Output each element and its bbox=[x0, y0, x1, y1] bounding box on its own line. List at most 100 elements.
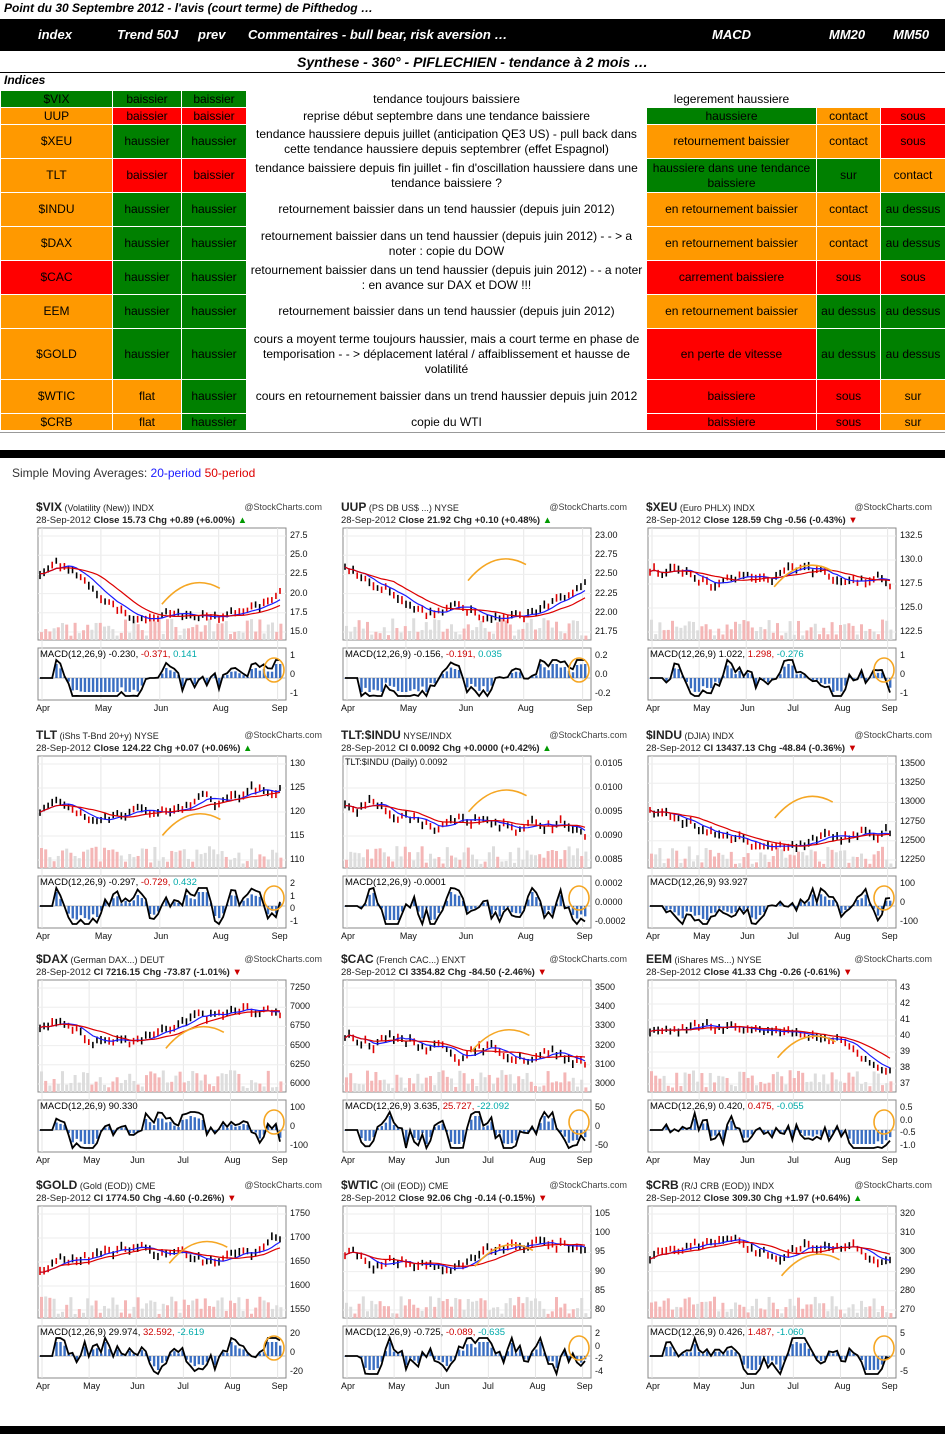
macd-label: MACD(12,26,9) 29.974, 32.592, -2.619 bbox=[40, 1327, 204, 1338]
macd-histogram-bar bbox=[364, 904, 367, 906]
macd-histogram-bar bbox=[884, 900, 888, 906]
volume-bar bbox=[408, 630, 411, 640]
macd-histogram-bar bbox=[63, 1124, 66, 1130]
volume-bar bbox=[103, 1305, 106, 1318]
macd-histogram-bar bbox=[83, 1346, 87, 1356]
cell-index: $DAX bbox=[0, 226, 113, 261]
macd-histogram-bar bbox=[470, 1343, 473, 1356]
volume-bar bbox=[822, 1303, 826, 1318]
macd-histogram-bar bbox=[279, 664, 282, 678]
volume-bar bbox=[704, 1087, 708, 1092]
sma-prefix: Simple Moving Averages: bbox=[12, 466, 148, 480]
macd-histogram-bar bbox=[531, 1352, 534, 1356]
macd-histogram-bar bbox=[665, 1126, 668, 1130]
macd-line bbox=[40, 658, 280, 697]
macd-value: -0.191, bbox=[445, 649, 479, 660]
x-tick-label: Jun bbox=[130, 1381, 145, 1391]
macd-histogram-bar bbox=[108, 1349, 111, 1356]
volume-bar bbox=[542, 618, 546, 640]
volume-bar bbox=[374, 1304, 378, 1318]
macd-histogram-bar bbox=[445, 671, 449, 678]
symbol-label: $WTIC bbox=[341, 1178, 379, 1192]
macd-histogram-bar bbox=[156, 1118, 160, 1130]
volume-bar bbox=[687, 621, 691, 640]
macd-histogram-bar bbox=[762, 1130, 766, 1133]
x-tick-label: Apr bbox=[36, 703, 51, 713]
x-tick-label: May bbox=[693, 931, 711, 941]
macd-histogram-bar bbox=[746, 673, 750, 678]
volume-bar bbox=[229, 634, 232, 640]
y-tick-label: 110 bbox=[290, 854, 305, 864]
volume-bar bbox=[487, 1074, 491, 1092]
quote-date: 28-Sep-2012 bbox=[646, 743, 704, 754]
volume-bar bbox=[822, 1074, 826, 1092]
indices-label: Indices bbox=[4, 73, 46, 87]
macd-histogram-bar bbox=[376, 1356, 379, 1369]
cell-index: $INDU bbox=[0, 192, 113, 227]
volume-bar bbox=[708, 1301, 712, 1318]
quote-date: 28-Sep-2012 bbox=[646, 1193, 704, 1204]
volume-bar bbox=[555, 1081, 558, 1092]
volume-bar bbox=[52, 1078, 56, 1092]
cell-comment: cours en retournement baissier dans un t… bbox=[246, 379, 647, 414]
cell-comment: tendance baissiere depuis fin juillet - … bbox=[246, 158, 647, 193]
volume-bar bbox=[107, 1308, 111, 1318]
macd-value: -0.725, bbox=[413, 1327, 446, 1338]
macd-histogram-bar bbox=[527, 1130, 530, 1133]
y-tick-label: 3400 bbox=[595, 1001, 616, 1012]
macd-histogram-bar bbox=[685, 1352, 689, 1356]
symbol-desc: (iShares MS...) NYSE bbox=[672, 955, 762, 965]
volume-bar bbox=[864, 858, 868, 868]
macd-histogram-bar bbox=[827, 678, 831, 684]
macd-histogram-bar bbox=[852, 678, 855, 680]
volume-bar bbox=[847, 862, 851, 868]
macd-histogram-bar bbox=[222, 1124, 225, 1130]
volume-bar bbox=[508, 1074, 512, 1092]
x-tick-label: Aug bbox=[212, 703, 229, 713]
volume-bar bbox=[487, 631, 491, 640]
macd-histogram-bar bbox=[213, 1130, 217, 1133]
volume-bar bbox=[86, 849, 90, 868]
macd-histogram-bar bbox=[872, 1130, 876, 1144]
macd-histogram-bar bbox=[494, 1130, 497, 1136]
volume-bar bbox=[650, 853, 653, 868]
macd-histogram-bar bbox=[453, 669, 457, 678]
macd-histogram-bar bbox=[384, 1351, 388, 1356]
ma50-line bbox=[649, 1241, 891, 1260]
stockcharts-credit: @StockCharts.com bbox=[854, 730, 932, 740]
macd-tick-label: 0 bbox=[290, 903, 296, 914]
cell-macd: haussiere dans une tendance baissiere bbox=[646, 158, 817, 193]
stockcharts-credit: @StockCharts.com bbox=[549, 730, 627, 740]
volume-bar bbox=[191, 627, 195, 640]
volume-bar bbox=[797, 851, 800, 868]
volume-bar bbox=[203, 1074, 207, 1092]
volume-bar bbox=[750, 627, 754, 640]
cell-mm20: au dessus bbox=[816, 294, 881, 329]
volume-bar bbox=[178, 1071, 182, 1092]
volume-bar bbox=[780, 635, 784, 640]
chart-symbol: TLT (iShs T-Bnd 20+y) NYSE bbox=[36, 728, 159, 742]
volume-bar bbox=[115, 1304, 119, 1318]
macd-histogram-bar bbox=[258, 1353, 262, 1356]
cell-mm50: sous bbox=[880, 107, 945, 125]
macd-tick-label: -100 bbox=[900, 916, 919, 926]
volume-bar bbox=[855, 1071, 859, 1092]
volume-bar bbox=[763, 1083, 767, 1092]
stockcharts-credit: @StockCharts.com bbox=[549, 1180, 627, 1190]
macd-histogram-bar bbox=[238, 673, 241, 678]
macd-histogram-bar bbox=[368, 1130, 371, 1141]
macd-histogram-bar bbox=[254, 895, 257, 906]
macd-histogram-bar bbox=[726, 1350, 729, 1356]
volume-bar bbox=[140, 630, 144, 640]
volume-bar bbox=[94, 1300, 98, 1318]
volume-bar bbox=[203, 852, 207, 868]
macd-line bbox=[345, 886, 586, 927]
volume-bar bbox=[412, 860, 416, 868]
y-tick-label: 0.0105 bbox=[595, 758, 623, 768]
macd-histogram-bar bbox=[490, 1347, 493, 1356]
y-tick-label: 0.0085 bbox=[595, 854, 623, 864]
volume-bar bbox=[86, 624, 90, 640]
volume-bar bbox=[504, 1074, 508, 1092]
macd-histogram-bar bbox=[742, 1356, 745, 1365]
macd-histogram-bar bbox=[832, 678, 835, 692]
